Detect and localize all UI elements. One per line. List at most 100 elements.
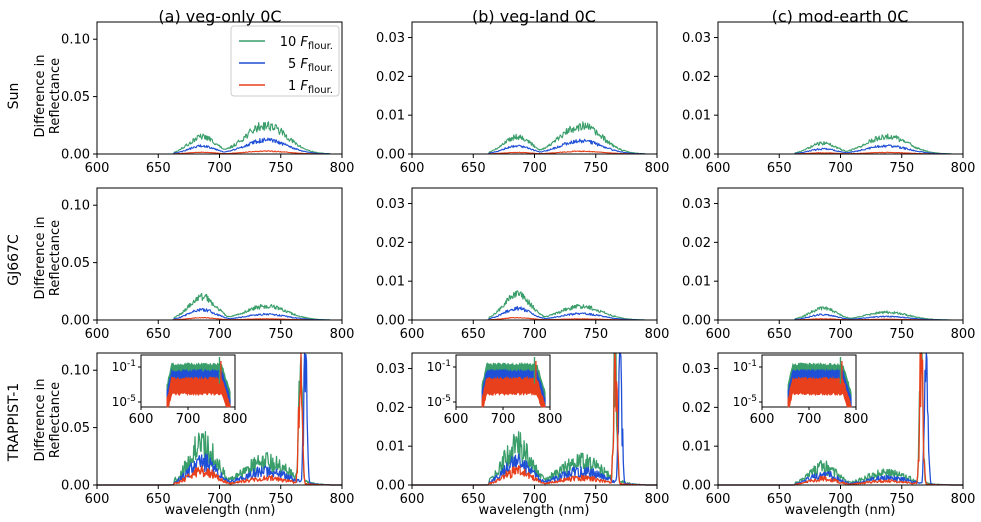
y-tick-label: 0.01	[682, 109, 711, 124]
legend-symbol: F	[300, 79, 308, 94]
inset-x-tick-label: 800	[538, 412, 563, 427]
panel-frame	[411, 21, 658, 155]
panel-r2-c2: 600 650 700 750 800 0.00 0.01 0.02 0.03	[376, 187, 669, 342]
x-tick-label: 650	[461, 492, 486, 507]
series-line-1	[412, 121, 657, 155]
inset-x-tick-label: 600	[750, 412, 775, 427]
inset-band-3	[166, 376, 231, 408]
x-tick-label: 750	[583, 161, 608, 176]
y-tick-label: 0.01	[376, 109, 405, 124]
x-tick-label: 600	[85, 492, 110, 507]
x-tick-label: 700	[207, 327, 232, 342]
column-title-a: (a) veg-only 0C	[158, 7, 281, 26]
legend-symbol: F	[300, 35, 308, 50]
panel-r2-c1: 600 650 700 750 800 0.00 0.05 0.10	[61, 187, 354, 342]
x-axis-labels: wavelength (nm) wavelength (nm) waveleng…	[165, 503, 896, 518]
y-tick-label: 0.03	[682, 31, 711, 46]
x-tick-label: 650	[461, 327, 486, 342]
column-titles: (a) veg-only 0C (b) veg-land 0C (c) mod-…	[158, 7, 908, 26]
panel-r1-c3: 600 650 700 750 800 0.00 0.01 0.02 0.03	[682, 21, 975, 176]
column-title-b: (b) veg-land 0C	[472, 7, 596, 26]
inset-plot: 600 700 800 10-1 10-5	[427, 354, 563, 427]
inset-band-3	[481, 375, 546, 408]
y-tick-label: 0.02	[682, 70, 711, 85]
x-tick-label: 600	[400, 327, 425, 342]
row-label-trappist: TRAPPIST-1	[6, 383, 22, 462]
y-axis-label-row2: Difference inReflectance	[33, 216, 63, 299]
y-tick-label: 0.02	[376, 401, 405, 416]
x-tick-label: 750	[889, 161, 914, 176]
x-tick-label: 750	[268, 492, 293, 507]
x-axis-label-c: wavelength (nm)	[785, 503, 896, 518]
x-tick-label: 600	[400, 161, 425, 176]
column-title-c: (c) mod-earth 0C	[772, 7, 909, 26]
x-tick-label: 750	[583, 492, 608, 507]
y-axis-label-row1: Difference inReflectance	[33, 54, 63, 137]
y-tick-label: 0.00	[682, 479, 711, 494]
legend-entry-3: 1 Fflour.	[288, 79, 333, 96]
x-tick-label: 700	[522, 161, 547, 176]
x-tick-label: 650	[767, 492, 792, 507]
x-axis-label-b: wavelength (nm)	[479, 503, 590, 518]
inset-x-tick-label: 700	[176, 412, 201, 427]
inset-plot: 600 700 800 10-1 10-5	[733, 354, 868, 427]
inset-x-tick-label: 600	[129, 412, 154, 427]
y-tick-label: 0.02	[682, 236, 711, 251]
legend-symbol: F	[300, 57, 308, 72]
panels: 600 650 700 750 800 0.00 0.05 0.10 600 650 700 750 8…	[61, 21, 975, 507]
inset-y-tick-label: 10-5	[733, 394, 757, 409]
y-label-line2: Reflectance	[48, 58, 63, 134]
panel-r3-c1: 600 650 700 750 800 0.00 0.05 0.10 600 700 800 10-1…	[61, 352, 354, 507]
legend-subscript: flour.	[308, 41, 333, 52]
y-tick-label: 0.00	[376, 479, 405, 494]
y-tick-label: 0.01	[376, 440, 405, 455]
inset-x-tick-label: 600	[444, 412, 469, 427]
y-tick-label: 0.00	[376, 148, 405, 163]
panel-frame	[96, 187, 343, 321]
y-tick-label: 0.00	[61, 479, 90, 494]
x-tick-label: 750	[889, 327, 914, 342]
inset-y-tick-label: 10-5	[427, 394, 451, 409]
x-axis-label-a: wavelength (nm)	[165, 503, 276, 518]
inset-x-tick-label: 700	[797, 412, 822, 427]
y-tick-label: 0.00	[376, 314, 405, 329]
x-tick-label: 600	[706, 161, 731, 176]
y-axis-labels: Difference inReflectance Difference inRe…	[33, 54, 63, 461]
y-tick-label: 0.03	[376, 31, 405, 46]
y-tick-label: 0.03	[682, 197, 711, 212]
legend-entry-1: 10 Fflour.	[280, 35, 333, 52]
y-tick-label: 0.00	[682, 148, 711, 163]
y-tick-label: 0.01	[682, 440, 711, 455]
x-tick-label: 650	[461, 161, 486, 176]
x-tick-label: 650	[767, 327, 792, 342]
series-line-1	[718, 306, 963, 321]
inset-plot: 600 700 800 10-1 10-5	[112, 354, 247, 427]
inset-y-tick-label: 10-1	[112, 359, 136, 374]
x-tick-label: 750	[268, 327, 293, 342]
y-tick-label: 0.05	[61, 256, 90, 271]
y-tick-label: 0.01	[682, 275, 711, 290]
x-tick-label: 700	[522, 492, 547, 507]
y-label-line2: Reflectance	[48, 220, 63, 296]
x-tick-label: 600	[85, 327, 110, 342]
y-tick-label: 0.10	[61, 199, 90, 214]
y-label-line1: Difference in	[33, 216, 48, 299]
x-tick-label: 600	[400, 492, 425, 507]
x-tick-label: 750	[889, 492, 914, 507]
x-tick-label: 800	[645, 492, 670, 507]
y-tick-label: 0.05	[61, 421, 90, 436]
y-tick-label: 0.03	[376, 197, 405, 212]
series-line-1	[97, 121, 342, 155]
panel-frame	[717, 187, 964, 321]
y-label-line2: Reflectance	[48, 382, 63, 458]
y-tick-label: 0.00	[682, 314, 711, 329]
panel-r1-c1: 600 650 700 750 800 0.00 0.05 0.10	[61, 21, 354, 176]
panel-r3-c2: 600 650 700 750 800 0.00 0.01 0.02 0.03 600 700 800…	[376, 352, 670, 507]
row-label-gj667c: GJ667C	[6, 234, 22, 286]
y-axis-label-row3: Difference inReflectance	[33, 378, 63, 461]
series-line-1	[97, 292, 342, 321]
panel-frame	[411, 187, 658, 321]
y-tick-label: 0.00	[61, 148, 90, 163]
x-tick-label: 600	[85, 161, 110, 176]
